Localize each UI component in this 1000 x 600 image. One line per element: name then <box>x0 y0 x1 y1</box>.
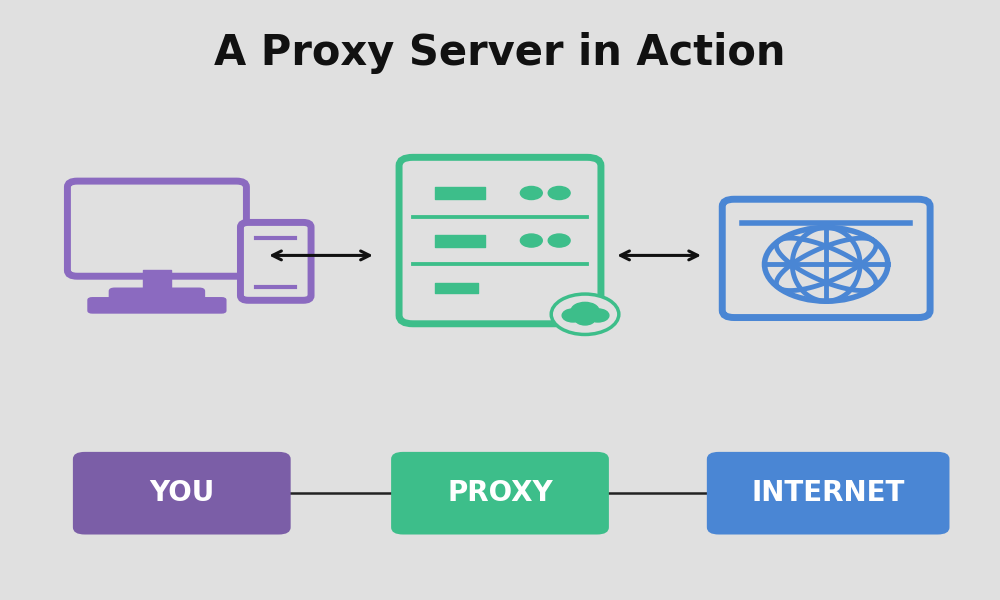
FancyBboxPatch shape <box>109 287 205 308</box>
Circle shape <box>520 187 542 200</box>
FancyBboxPatch shape <box>67 181 246 276</box>
FancyBboxPatch shape <box>391 452 609 535</box>
Circle shape <box>562 309 584 322</box>
Text: PROXY: PROXY <box>447 479 553 507</box>
FancyBboxPatch shape <box>73 452 291 535</box>
Text: YOU: YOU <box>149 479 214 507</box>
FancyBboxPatch shape <box>399 157 601 324</box>
Circle shape <box>571 302 599 319</box>
FancyBboxPatch shape <box>707 452 949 535</box>
FancyBboxPatch shape <box>87 297 227 314</box>
Circle shape <box>520 234 542 247</box>
Circle shape <box>548 187 570 200</box>
Circle shape <box>575 313 595 325</box>
FancyBboxPatch shape <box>240 223 311 300</box>
FancyBboxPatch shape <box>722 199 930 317</box>
Circle shape <box>548 234 570 247</box>
Text: A Proxy Server in Action: A Proxy Server in Action <box>214 32 786 74</box>
Circle shape <box>551 294 619 334</box>
Text: INTERNET: INTERNET <box>751 479 905 507</box>
Circle shape <box>587 309 609 322</box>
